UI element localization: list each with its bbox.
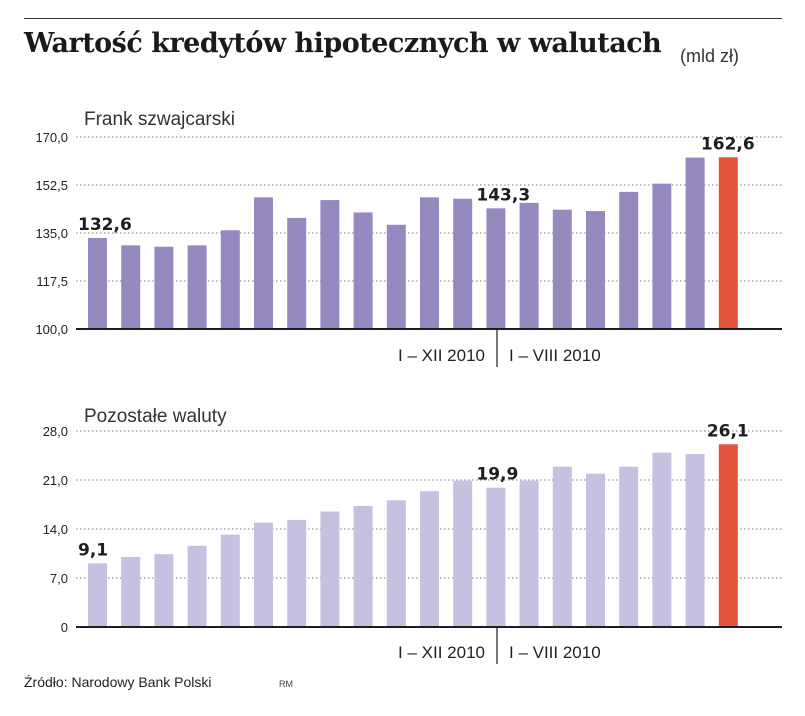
period-label: I – XII 2010 [398, 346, 485, 365]
panel-title-chf: Frank szwajcarski [84, 109, 235, 130]
bar [386, 500, 406, 627]
y-tick-label: 117,5 [36, 274, 68, 289]
top-rule [24, 18, 782, 19]
bar [88, 563, 107, 627]
panel-title-other: Pozostałe waluty [84, 406, 227, 427]
bar [685, 454, 705, 627]
bar [519, 480, 539, 627]
bar [552, 209, 572, 329]
bar [652, 183, 672, 329]
bar [187, 545, 207, 627]
bar [453, 480, 473, 627]
bar [287, 519, 307, 627]
bar [353, 212, 373, 329]
bar [420, 197, 439, 329]
y-tick-label: 0 [61, 620, 68, 635]
bar [88, 237, 107, 329]
bar [154, 246, 174, 329]
data-label: 26,1 [707, 421, 749, 441]
bar [453, 198, 473, 329]
bar [652, 452, 672, 627]
bar [586, 473, 605, 627]
data-label: 19,9 [476, 465, 518, 485]
chart-title: Wartość kredytów hipotecznych w walutach [24, 28, 662, 59]
y-tick-label: 152,5 [35, 178, 68, 193]
bar [718, 444, 738, 627]
y-tick-label: 28,0 [43, 424, 68, 439]
y-tick-label: 21,0 [43, 473, 68, 488]
y-tick-label: 7,0 [50, 571, 68, 586]
y-tick-label: 135,0 [35, 226, 68, 241]
bar [320, 200, 340, 329]
y-tick-label: 170,0 [35, 130, 68, 145]
bar [254, 197, 273, 329]
bar [519, 202, 539, 329]
bar [353, 505, 373, 627]
bar [121, 245, 141, 329]
bar [486, 487, 506, 627]
unit-label: (mld zł) [680, 46, 739, 66]
bar [486, 208, 506, 329]
bar [187, 245, 207, 329]
data-label: 132,6 [78, 215, 132, 235]
period-label: I – VIII 2010 [509, 346, 601, 365]
bar [220, 230, 240, 329]
bar [619, 191, 639, 329]
y-tick-label: 100,0 [35, 322, 68, 337]
bar [320, 511, 340, 627]
bar [121, 557, 141, 627]
bar [718, 157, 738, 329]
bar [386, 224, 406, 329]
period-label: I – VIII 2010 [509, 643, 601, 662]
bar [586, 211, 605, 329]
period-label: I – XII 2010 [398, 643, 485, 662]
data-label: 162,6 [701, 134, 755, 154]
data-label: 9,1 [78, 540, 108, 560]
bar [287, 217, 307, 329]
author-credit: RM [279, 679, 293, 689]
data-label: 143,3 [476, 185, 530, 205]
bar [420, 491, 439, 627]
bar [552, 466, 572, 627]
bar [154, 554, 174, 627]
source-note: Źródło: Narodowy Bank Polski [24, 674, 212, 690]
y-tick-label: 14,0 [43, 522, 68, 537]
bar [254, 522, 273, 627]
bar [685, 157, 705, 329]
bar [619, 466, 639, 627]
bar [220, 534, 240, 627]
